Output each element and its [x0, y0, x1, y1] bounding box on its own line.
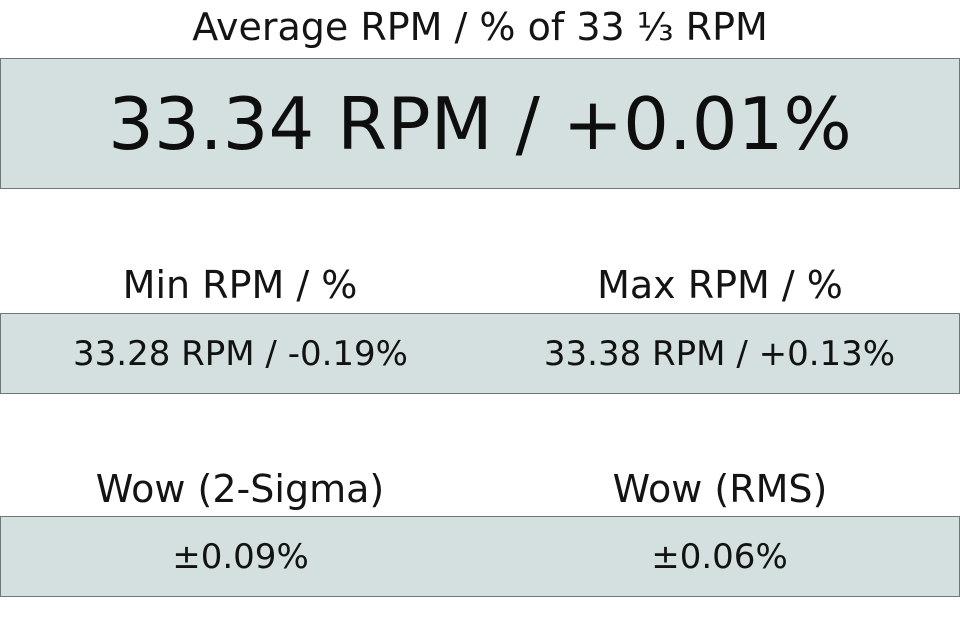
- min-max-display: 33.28 RPM / -0.19% 33.38 RPM / +0.13%: [0, 313, 960, 394]
- wow-2-sigma-value: ±0.09%: [172, 536, 309, 577]
- wow-rms-value: ±0.06%: [651, 536, 788, 577]
- max-rpm-cell: 33.38 RPM / +0.13%: [480, 314, 959, 393]
- average-rpm-value: 33.34 RPM / +0.01%: [108, 81, 852, 166]
- max-rpm-label: Max RPM / %: [597, 263, 843, 307]
- min-rpm-cell: 33.28 RPM / -0.19%: [1, 314, 480, 393]
- average-rpm-label: Average RPM / % of 33 ⅓ RPM: [192, 5, 768, 49]
- wow-rms-cell: ±0.06%: [480, 517, 959, 596]
- wow-display: ±0.09% ±0.06%: [0, 516, 960, 597]
- max-rpm-value: 33.38 RPM / +0.13%: [543, 333, 896, 374]
- min-rpm-label: Min RPM / %: [122, 263, 358, 307]
- wow-rms-label: Wow (RMS): [612, 467, 828, 511]
- average-rpm-display: 33.34 RPM / +0.01%: [0, 58, 960, 189]
- min-rpm-value: 33.28 RPM / -0.19%: [73, 333, 408, 374]
- wow-2-sigma-cell: ±0.09%: [1, 517, 480, 596]
- wow-2-sigma-label: Wow (2-Sigma): [95, 467, 385, 511]
